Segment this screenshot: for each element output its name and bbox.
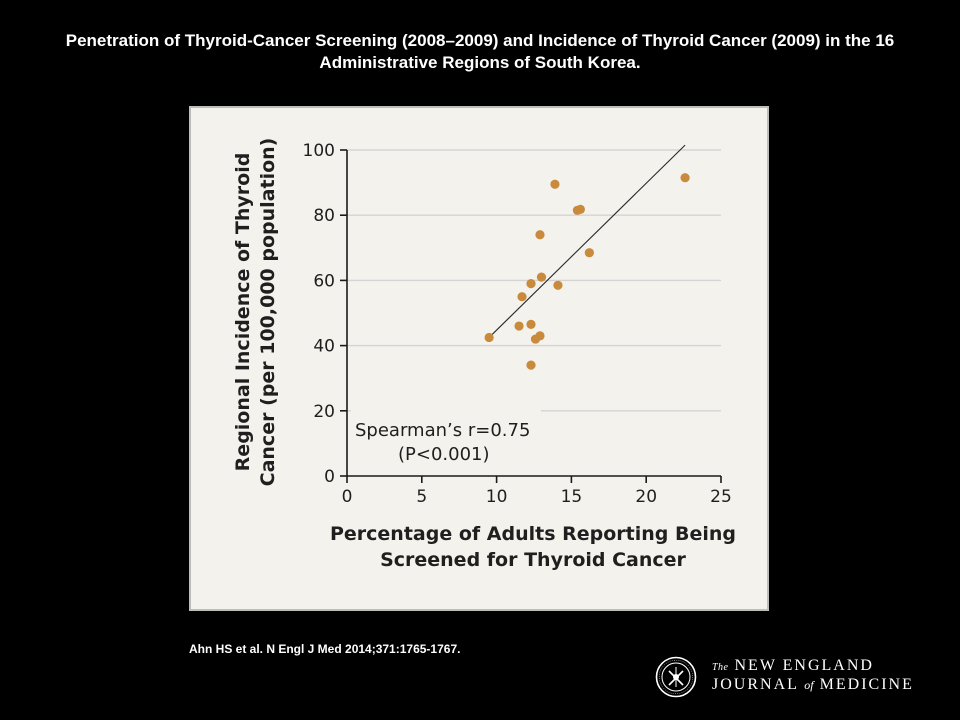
data-point bbox=[514, 321, 524, 331]
y-tick-label: 100 bbox=[303, 141, 335, 161]
y-tick-label: 0 bbox=[324, 467, 335, 487]
data-point bbox=[535, 230, 545, 240]
data-point bbox=[550, 179, 560, 189]
logo-of: of bbox=[804, 678, 814, 692]
data-point bbox=[517, 292, 527, 302]
x-ticks: 0 5 10 15 20 25 bbox=[342, 476, 732, 507]
y-tick-label: 60 bbox=[313, 271, 335, 291]
x-tick-label: 25 bbox=[710, 487, 732, 507]
data-point bbox=[584, 248, 594, 258]
scatter-chart: 0 20 40 60 80 100 0 5 10 15 20 25 Regional Inciden… bbox=[232, 138, 736, 571]
logo-line-1: The NEW ENGLAND bbox=[712, 657, 874, 675]
x-tick-label: 10 bbox=[486, 487, 508, 507]
annotation-spearman: Spearman’s r=0.75 bbox=[355, 420, 530, 441]
y-axis-label-line2: Cancer (per 100,000 population) bbox=[257, 138, 279, 487]
x-tick-label: 0 bbox=[342, 487, 353, 507]
logo-the: The bbox=[712, 662, 729, 673]
slide-title: Penetration of Thyroid-Cancer Screening … bbox=[65, 31, 895, 72]
trend-line-group bbox=[488, 144, 686, 338]
data-point bbox=[536, 272, 547, 282]
chart-panel: 0 20 40 60 80 100 0 5 10 15 20 25 Regional Inciden… bbox=[189, 106, 769, 611]
logo-line-2: JOURNAL of MEDICINE bbox=[712, 676, 914, 694]
data-point bbox=[526, 319, 536, 330]
x-tick-label: 15 bbox=[561, 487, 583, 507]
data-point bbox=[535, 331, 545, 341]
nejm-logo: The NEW ENGLAND JOURNAL of MEDICINE bbox=[655, 656, 925, 698]
data-point bbox=[526, 279, 536, 289]
x-axis-label-line2: Screened for Thyroid Cancer bbox=[380, 549, 686, 571]
y-tick-label: 80 bbox=[313, 206, 335, 226]
annotation-pvalue: (P<0.001) bbox=[398, 444, 490, 465]
data-point bbox=[575, 204, 585, 214]
logo-medicine: MEDICINE bbox=[819, 676, 914, 693]
data-point bbox=[680, 173, 690, 183]
trend-line bbox=[488, 144, 686, 338]
citation: Ahn HS et al. N Engl J Med 2014;371:1765… bbox=[189, 642, 461, 656]
nejm-seal-icon bbox=[655, 656, 697, 698]
y-tick-label: 40 bbox=[313, 337, 335, 357]
x-tick-label: 20 bbox=[635, 487, 657, 507]
y-axis-label-line1: Regional Incidence of Thyroid bbox=[232, 153, 254, 472]
y-ticks: 0 20 40 60 80 100 bbox=[303, 141, 347, 487]
data-point bbox=[553, 280, 563, 290]
data-points bbox=[484, 173, 690, 370]
y-tick-label: 20 bbox=[313, 402, 335, 422]
annotation-background bbox=[351, 408, 541, 468]
x-axis-label-line1: Percentage of Adults Reporting Being bbox=[330, 523, 736, 545]
axes bbox=[346, 150, 721, 477]
data-point bbox=[526, 360, 536, 370]
logo-new-england: NEW ENGLAND bbox=[734, 657, 874, 674]
logo-journal: JOURNAL bbox=[712, 676, 799, 693]
data-point bbox=[484, 332, 494, 343]
x-tick-label: 5 bbox=[416, 487, 427, 507]
